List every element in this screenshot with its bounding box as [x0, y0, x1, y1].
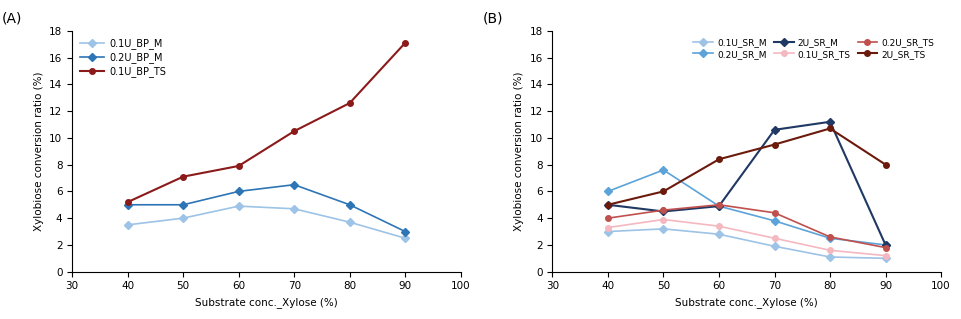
Text: (B): (B)	[482, 11, 503, 26]
2U_SR_M	[712, 204, 724, 208]
Text: (A): (A)	[2, 11, 22, 26]
2U_SR_TS	[824, 127, 835, 130]
0.2U_SR_TS	[657, 208, 669, 212]
0.2U_SR_TS	[602, 216, 613, 220]
2U_SR_TS	[768, 143, 779, 146]
2U_SR_TS	[879, 163, 891, 167]
0.2U_SR_TS	[712, 203, 724, 207]
0.1U_BP_TS	[177, 175, 188, 179]
0.1U_BP_M	[399, 236, 410, 240]
Line: 0.2U_BP_M: 0.2U_BP_M	[125, 182, 407, 234]
2U_SR_M	[879, 243, 891, 247]
0.2U_BP_M	[233, 189, 244, 193]
0.1U_BP_TS	[344, 101, 356, 105]
0.2U_BP_M	[122, 203, 134, 207]
Line: 0.2U_SR_M: 0.2U_SR_M	[604, 167, 887, 248]
0.1U_SR_M	[712, 232, 724, 236]
0.2U_SR_M	[657, 168, 669, 172]
2U_SR_M	[657, 210, 669, 213]
0.1U_BP_TS	[233, 164, 244, 168]
0.1U_SR_TS	[602, 226, 613, 229]
0.2U_SR_M	[824, 236, 835, 240]
2U_SR_M	[824, 120, 835, 124]
0.1U_SR_TS	[879, 254, 891, 257]
Line: 0.1U_BP_TS: 0.1U_BP_TS	[125, 40, 407, 205]
0.1U_BP_TS	[122, 200, 134, 204]
X-axis label: Substrate conc._Xylose (%): Substrate conc._Xylose (%)	[195, 297, 337, 308]
0.2U_SR_TS	[824, 235, 835, 239]
Legend: 0.1U_BP_M, 0.2U_BP_M, 0.1U_BP_TS: 0.1U_BP_M, 0.2U_BP_M, 0.1U_BP_TS	[77, 36, 169, 80]
Line: 0.1U_SR_M: 0.1U_SR_M	[604, 226, 887, 261]
0.1U_SR_M	[657, 227, 669, 231]
0.2U_SR_M	[602, 189, 613, 193]
Y-axis label: Xylobiose conversion ratio (%): Xylobiose conversion ratio (%)	[513, 71, 524, 231]
0.1U_BP_M	[288, 207, 300, 211]
0.2U_BP_M	[177, 203, 188, 207]
2U_SR_TS	[712, 157, 724, 161]
0.1U_BP_TS	[399, 41, 410, 45]
2U_SR_M	[602, 203, 613, 207]
0.1U_SR_TS	[712, 224, 724, 228]
0.1U_BP_TS	[288, 129, 300, 133]
2U_SR_TS	[602, 203, 613, 207]
0.1U_BP_M	[122, 223, 134, 227]
0.1U_SR_TS	[768, 236, 779, 240]
0.2U_SR_TS	[879, 246, 891, 249]
Legend: 0.1U_SR_M, 0.2U_SR_M, 2U_SR_M, 0.1U_SR_TS, 0.2U_SR_TS, 2U_SR_TS: 0.1U_SR_M, 0.2U_SR_M, 2U_SR_M, 0.1U_SR_T…	[690, 35, 936, 61]
0.2U_BP_M	[288, 183, 300, 187]
Y-axis label: Xylobiose conversion ratio (%): Xylobiose conversion ratio (%)	[34, 71, 43, 231]
0.1U_SR_TS	[824, 249, 835, 252]
0.1U_BP_M	[344, 220, 356, 224]
0.2U_SR_M	[879, 243, 891, 247]
0.1U_SR_TS	[657, 218, 669, 221]
0.1U_BP_M	[233, 204, 244, 208]
0.2U_SR_M	[768, 219, 779, 223]
0.2U_SR_TS	[768, 211, 779, 215]
0.2U_BP_M	[344, 203, 356, 207]
0.2U_BP_M	[399, 230, 410, 234]
Line: 0.1U_BP_M: 0.1U_BP_M	[125, 203, 407, 241]
X-axis label: Substrate conc._Xylose (%): Substrate conc._Xylose (%)	[675, 297, 817, 308]
Line: 2U_SR_M: 2U_SR_M	[604, 119, 887, 248]
Line: 0.1U_SR_TS: 0.1U_SR_TS	[604, 217, 887, 258]
2U_SR_TS	[657, 189, 669, 193]
0.1U_SR_M	[768, 244, 779, 248]
Line: 0.2U_SR_TS: 0.2U_SR_TS	[604, 202, 887, 250]
0.1U_BP_M	[177, 216, 188, 220]
0.1U_SR_M	[602, 230, 613, 234]
0.1U_SR_M	[879, 256, 891, 260]
0.2U_SR_M	[712, 204, 724, 208]
2U_SR_M	[768, 128, 779, 132]
0.1U_SR_M	[824, 255, 835, 259]
Line: 2U_SR_TS: 2U_SR_TS	[604, 126, 887, 208]
